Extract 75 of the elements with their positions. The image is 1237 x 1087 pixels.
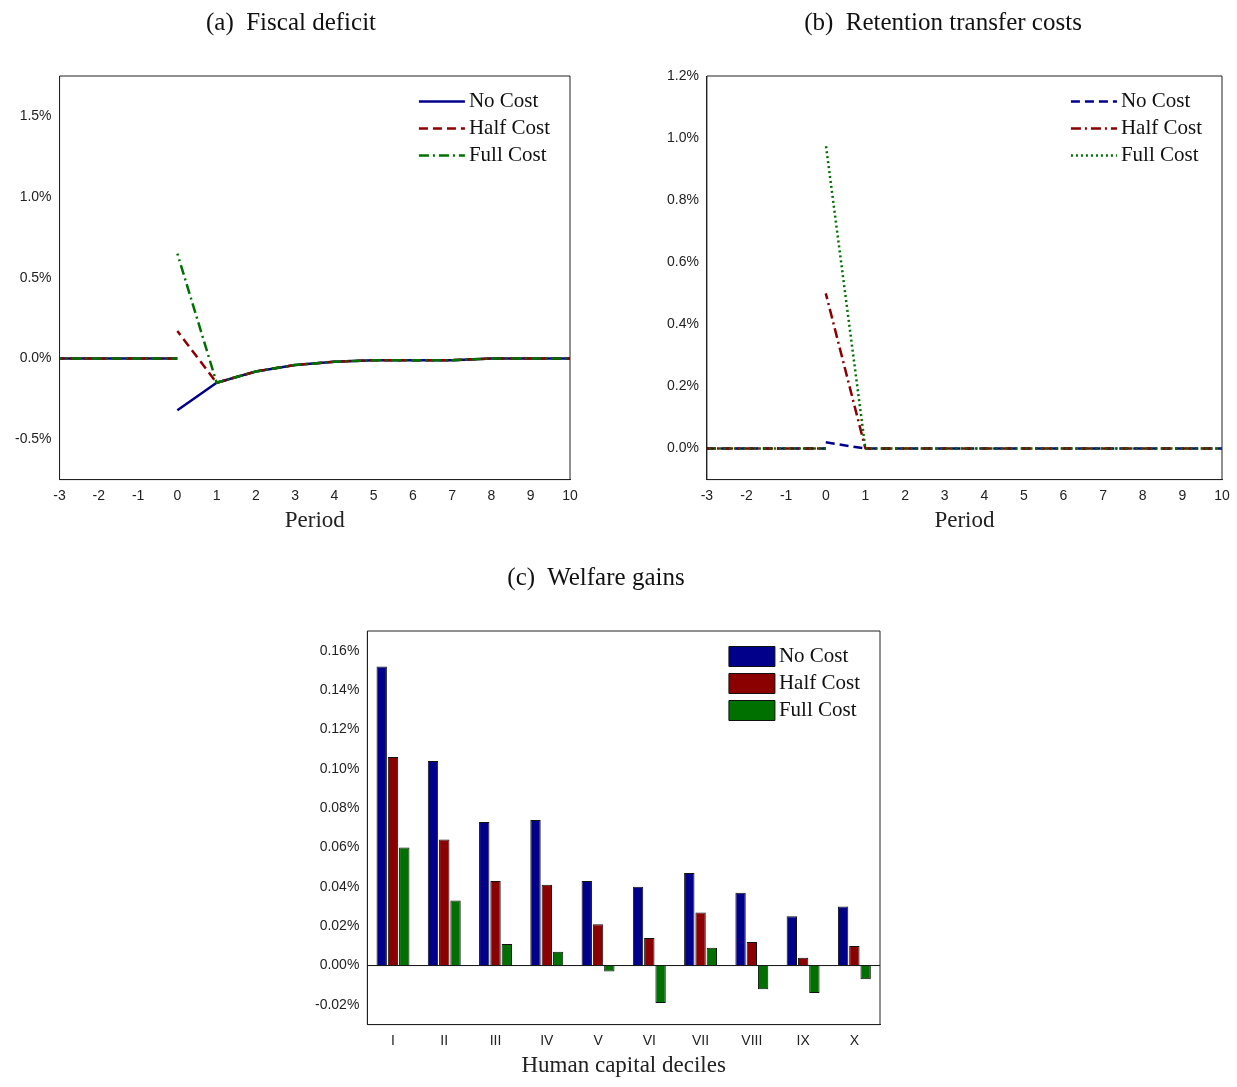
x-tick-label: -1	[131, 486, 145, 503]
x-tick-label: 4	[330, 486, 339, 503]
x-tick-label: 1	[212, 486, 221, 503]
y-tick-label: 0.10%	[319, 759, 360, 776]
x-tick-label: 0	[821, 486, 830, 503]
x-tick-label: VIII	[741, 1031, 763, 1048]
y-tick-label: 0.16%	[319, 641, 360, 658]
x-tick-label: 0	[173, 486, 182, 503]
x-tick-label: V	[593, 1031, 604, 1048]
y-tick-label: 0.00%	[319, 956, 360, 973]
chart-title: (c) Welfare gains	[507, 562, 685, 591]
y-tick-label: 0.14%	[319, 680, 360, 697]
x-tick-label: -1	[779, 486, 793, 503]
y-tick-label: 1.2%	[666, 66, 699, 83]
y-tick-label: 1.5%	[19, 107, 52, 124]
x-tick-label: -2	[92, 486, 106, 503]
y-tick-label: 0.6%	[666, 253, 699, 270]
legend-label: Half Cost	[1120, 115, 1203, 140]
x-tick-label: VI	[642, 1031, 656, 1048]
y-tick-label: -0.02%	[315, 995, 360, 1012]
y-tick-label: 0.12%	[319, 720, 360, 737]
legend-label: Full Cost	[468, 142, 547, 167]
x-tick-label: 8	[487, 486, 496, 503]
legend-label: No Cost	[778, 643, 849, 668]
y-tick-label: 0.0%	[666, 439, 699, 456]
x-tick-label: 6	[1059, 486, 1068, 503]
y-tick-label: 0.02%	[319, 917, 360, 934]
y-tick-label: 0.4%	[666, 315, 699, 332]
legend-label: Full Cost	[1120, 142, 1199, 167]
x-tick-label: 1	[861, 486, 870, 503]
x-tick-label: IX	[796, 1031, 811, 1048]
x-tick-label: II	[440, 1031, 449, 1048]
chart-title: (b) Retention transfer costs	[804, 7, 1082, 36]
x-tick-label: 3	[940, 486, 949, 503]
x-tick-label: X	[849, 1031, 860, 1048]
y-tick-label: -0.5%	[14, 430, 52, 447]
x-tick-label: 8	[1138, 486, 1147, 503]
x-tick-label: 2	[901, 486, 910, 503]
y-tick-label: 1.0%	[666, 128, 699, 145]
x-tick-label: 7	[1099, 486, 1108, 503]
y-tick-label: 0.06%	[319, 838, 360, 855]
y-tick-label: 0.5%	[19, 268, 52, 285]
x-tick-label: 6	[409, 486, 418, 503]
legend-label: Half Cost	[468, 115, 551, 140]
y-tick-label: 0.8%	[666, 191, 699, 208]
x-tick-label: -3	[700, 486, 714, 503]
x-tick-label: 5	[1019, 486, 1028, 503]
x-tick-label: 4	[980, 486, 989, 503]
x-tick-label: 5	[369, 486, 378, 503]
x-tick-label: 9	[526, 486, 535, 503]
x-tick-label: VII	[692, 1031, 710, 1048]
x-tick-label: 9	[1178, 486, 1187, 503]
x-tick-label: 7	[448, 486, 457, 503]
x-tick-label: 3	[291, 486, 300, 503]
y-tick-label: 0.04%	[319, 877, 360, 894]
y-tick-label: 0.2%	[666, 377, 699, 394]
x-tick-label: 10	[562, 486, 578, 503]
chart-title: (a) Fiscal deficit	[205, 7, 377, 36]
x-tick-label: I	[391, 1031, 395, 1048]
y-tick-label: 0.0%	[19, 349, 52, 366]
x-tick-label: IV	[540, 1031, 555, 1048]
legend-label: No Cost	[1120, 88, 1191, 113]
x-tick-label: III	[489, 1031, 502, 1048]
legend-label: Half Cost	[778, 670, 861, 695]
y-tick-label: 1.0%	[19, 187, 52, 204]
x-axis-title: Human capital deciles	[521, 1052, 726, 1078]
x-tick-label: 10	[1214, 486, 1230, 503]
x-tick-label: -3	[53, 486, 67, 503]
x-axis-title: Period	[934, 507, 995, 533]
x-tick-label: -2	[740, 486, 753, 503]
x-tick-label: 2	[251, 486, 260, 503]
x-axis-title: Period	[284, 507, 346, 533]
y-tick-label: 0.08%	[319, 798, 360, 815]
legend-label: Full Cost	[778, 697, 857, 722]
legend-label: No Cost	[468, 88, 539, 113]
